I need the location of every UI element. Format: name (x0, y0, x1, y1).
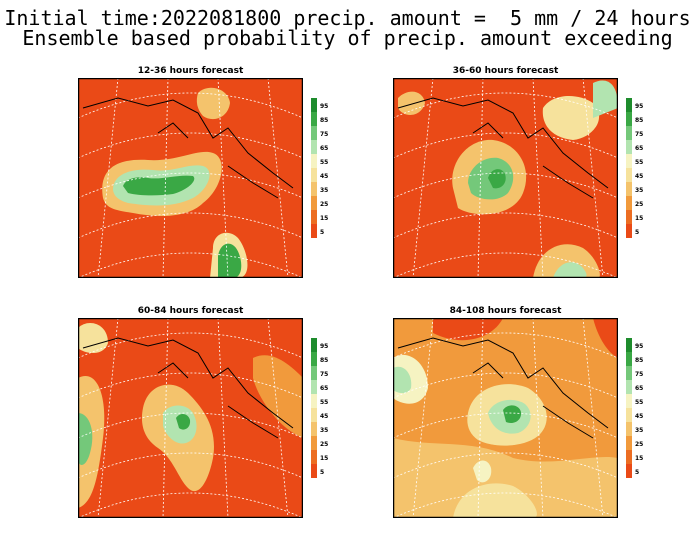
colorbar-label: 45 (320, 413, 328, 420)
colorbar-label: 15 (635, 455, 643, 462)
colorbar-label: 55 (320, 399, 328, 406)
colorbar-label: 5 (320, 469, 324, 476)
colorbar-swatch (311, 98, 317, 112)
colorbar-swatch (626, 98, 632, 112)
colorbar-label: 15 (320, 455, 328, 462)
colorbar: 95 85 75 65 55 45 35 25 15 5 (626, 338, 643, 478)
colorbar-swatch (311, 338, 317, 352)
colorbar-label: 85 (320, 357, 328, 364)
colorbar-label: 85 (320, 117, 328, 124)
colorbar-swatch (311, 196, 317, 210)
colorbar-label: 75 (320, 371, 328, 378)
colorbar: 95 85 75 65 55 45 35 25 15 5 (311, 338, 328, 478)
colorbar-label: 15 (635, 215, 643, 222)
figure-title-line1: Initial time:2022081800 precip. amount =… (4, 6, 691, 30)
colorbar-label: 55 (635, 159, 643, 166)
colorbar-swatch (626, 112, 632, 126)
colorbar-label: 35 (320, 427, 328, 434)
colorbar-label: 5 (635, 469, 639, 476)
colorbar-label: 25 (320, 201, 328, 208)
panel-title: 12-36 hours forecast (137, 66, 244, 76)
colorbar-label: 75 (635, 371, 643, 378)
map-panel-84-108 (393, 318, 618, 518)
colorbar-swatch (626, 352, 632, 366)
colorbar-swatch (311, 464, 317, 478)
colorbar-label: 75 (320, 131, 328, 138)
colorbar-label: 25 (635, 441, 643, 448)
colorbar-swatch (626, 436, 632, 450)
colorbar-label: 5 (635, 229, 639, 236)
colorbar-label: 85 (635, 117, 643, 124)
colorbar-label: 5 (320, 229, 324, 236)
colorbar-swatch (311, 436, 317, 450)
colorbar-label: 25 (320, 441, 328, 448)
colorbar-swatch (626, 182, 632, 196)
colorbar-swatch (311, 224, 317, 238)
colorbar-swatch (626, 422, 632, 436)
colorbar-swatch (311, 352, 317, 366)
colorbar-swatch (311, 126, 317, 140)
colorbar-label: 95 (635, 103, 643, 110)
colorbar-swatch (626, 380, 632, 394)
colorbar: 95 85 75 65 55 45 35 25 15 5 (311, 98, 328, 238)
colorbar-swatch (626, 168, 632, 182)
colorbar-swatch (626, 126, 632, 140)
colorbar-swatch (626, 224, 632, 238)
colorbar-swatch (626, 338, 632, 352)
colorbar-swatch (311, 112, 317, 126)
colorbar-swatch (626, 464, 632, 478)
colorbar: 95 85 75 65 55 45 35 25 15 5 (626, 98, 643, 238)
colorbar-swatch (626, 366, 632, 380)
colorbar-label: 45 (635, 173, 643, 180)
panel-title: 84-108 hours forecast (449, 306, 562, 316)
colorbar-label: 55 (320, 159, 328, 166)
colorbar-swatch (626, 450, 632, 464)
colorbar-label: 15 (320, 215, 328, 222)
colorbar-label: 95 (320, 103, 328, 110)
colorbar-swatch (311, 408, 317, 422)
map-panel-36-60 (393, 78, 618, 278)
colorbar-label: 35 (635, 187, 643, 194)
colorbar-label: 55 (635, 399, 643, 406)
colorbar-label: 85 (635, 357, 643, 364)
colorbar-label: 65 (635, 385, 643, 392)
figure-title-line2: Ensemble based probability of precip. am… (22, 26, 673, 50)
colorbar-swatch (311, 450, 317, 464)
colorbar-swatch (626, 154, 632, 168)
colorbar-label: 95 (635, 343, 643, 350)
panel-title: 36-60 hours forecast (452, 66, 559, 76)
colorbar-swatch (311, 140, 317, 154)
colorbar-label: 45 (635, 413, 643, 420)
colorbar-swatch (311, 366, 317, 380)
panel-title: 60-84 hours forecast (137, 306, 244, 316)
colorbar-label: 95 (320, 343, 328, 350)
colorbar-label: 35 (635, 427, 643, 434)
colorbar-label: 65 (320, 145, 328, 152)
map-panel-60-84 (78, 318, 303, 518)
colorbar-label: 75 (635, 131, 643, 138)
colorbar-swatch (311, 210, 317, 224)
colorbar-swatch (311, 182, 317, 196)
map-panel-12-36 (78, 78, 303, 278)
colorbar-swatch (311, 154, 317, 168)
colorbar-swatch (626, 394, 632, 408)
colorbar-label: 45 (320, 173, 328, 180)
colorbar-swatch (626, 196, 632, 210)
colorbar-swatch (311, 422, 317, 436)
colorbar-swatch (626, 408, 632, 422)
colorbar-label: 65 (635, 145, 643, 152)
colorbar-swatch (311, 394, 317, 408)
colorbar-label: 25 (635, 201, 643, 208)
colorbar-swatch (311, 168, 317, 182)
colorbar-label: 65 (320, 385, 328, 392)
colorbar-swatch (311, 380, 317, 394)
colorbar-swatch (626, 140, 632, 154)
colorbar-label: 35 (320, 187, 328, 194)
colorbar-swatch (626, 210, 632, 224)
